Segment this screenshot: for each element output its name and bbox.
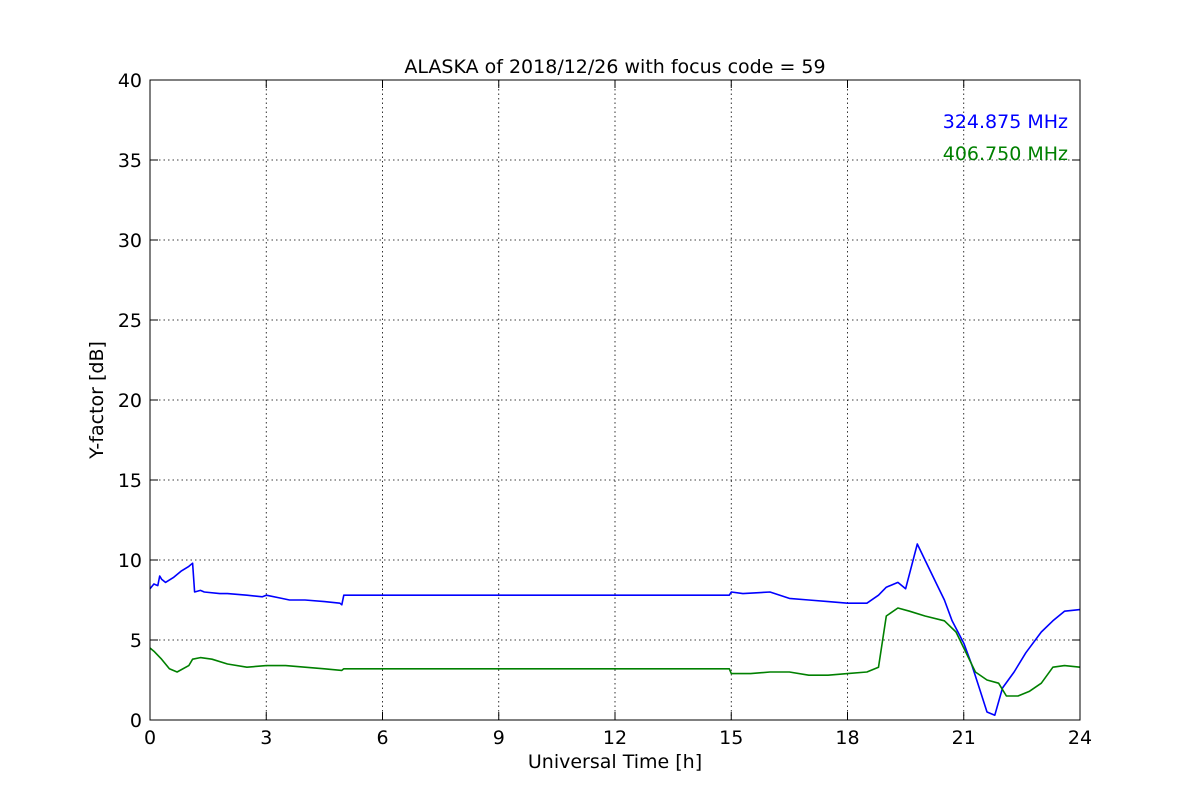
legend-label-1: 324.875 MHz: [943, 111, 1068, 133]
grid: [150, 80, 1080, 720]
legend: 324.875 MHz 406.750 MHz: [943, 111, 1068, 165]
y-tick-label: 35: [118, 150, 142, 172]
x-tick-label: 6: [376, 727, 388, 749]
y-tick-label: 20: [118, 390, 142, 412]
ticks: 0 3 6 9 12 15 18 21 24 0 5 10 15 20 25 30 35 40: [118, 70, 1092, 749]
series-line-2: [149, 607, 1081, 697]
x-tick-label: 24: [1068, 727, 1092, 749]
chart-title: ALASKA of 2018/12/26 with focus code = 5…: [404, 56, 825, 78]
x-tick-label: 3: [260, 727, 272, 749]
y-tick-label: 0: [130, 710, 142, 732]
y-tick-label: 30: [118, 230, 142, 252]
y-tick-label: 15: [118, 470, 142, 492]
series-layer: [149, 543, 1081, 717]
y-tick-label: 5: [130, 630, 142, 652]
x-tick-label: 21: [952, 727, 976, 749]
x-tick-label: 18: [835, 727, 859, 749]
y-axis-title: Y-factor [dB]: [86, 341, 108, 460]
series-line-1: [149, 543, 1081, 717]
y-tick-label: 40: [118, 70, 142, 92]
x-tick-label: 0: [144, 727, 156, 749]
x-axis-title: Universal Time [h]: [528, 751, 702, 773]
y-tick-label: 10: [118, 550, 142, 572]
legend-label-2: 406.750 MHz: [943, 143, 1068, 165]
x-tick-label: 15: [719, 727, 743, 749]
x-tick-label: 9: [493, 727, 505, 749]
y-tick-label: 25: [118, 310, 142, 332]
x-tick-label: 12: [603, 727, 627, 749]
